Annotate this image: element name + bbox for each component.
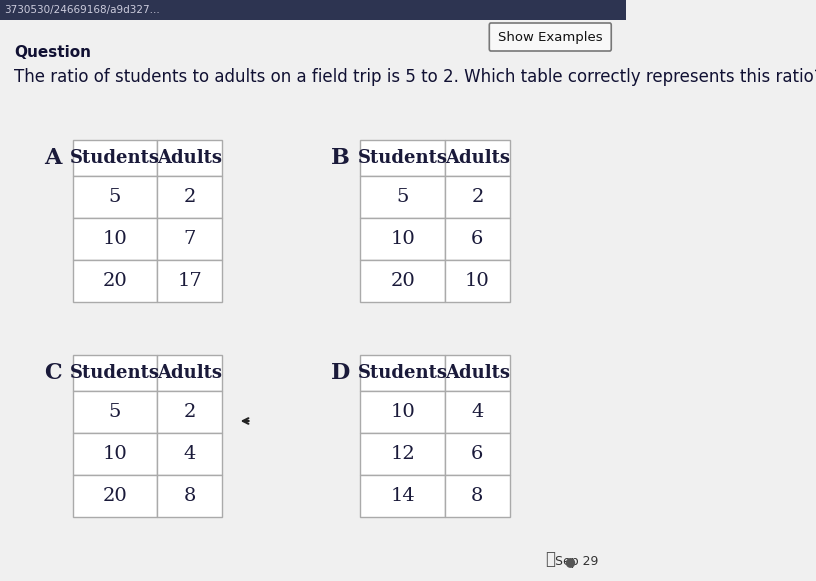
Text: 10: 10 <box>103 445 127 463</box>
Text: Question: Question <box>14 45 91 60</box>
Text: ⧄: ⧄ <box>546 550 556 568</box>
Bar <box>73 391 157 433</box>
Text: 7: 7 <box>184 230 196 248</box>
Text: 14: 14 <box>390 487 415 505</box>
Bar <box>445 355 510 391</box>
Text: A: A <box>44 147 61 169</box>
Text: 20: 20 <box>390 272 415 290</box>
Text: C: C <box>44 362 61 384</box>
Text: 5: 5 <box>109 188 122 206</box>
Text: B: B <box>331 147 350 169</box>
Text: Students: Students <box>70 364 160 382</box>
Text: 4: 4 <box>471 403 484 421</box>
Bar <box>73 140 157 176</box>
Bar <box>361 140 445 176</box>
Bar <box>445 260 510 302</box>
Text: Adults: Adults <box>445 149 510 167</box>
Bar <box>73 218 157 260</box>
Text: 6: 6 <box>471 230 484 248</box>
Text: 20: 20 <box>103 272 127 290</box>
Text: 8: 8 <box>471 487 484 505</box>
Text: 4: 4 <box>184 445 196 463</box>
Text: Students: Students <box>357 149 448 167</box>
Bar <box>73 176 157 218</box>
Bar <box>361 260 445 302</box>
Bar <box>157 218 223 260</box>
Text: 8: 8 <box>184 487 196 505</box>
Bar <box>73 475 157 517</box>
Text: 12: 12 <box>390 445 415 463</box>
Text: 6: 6 <box>471 445 484 463</box>
Text: 10: 10 <box>390 403 415 421</box>
Bar <box>445 176 510 218</box>
Text: 10: 10 <box>465 272 490 290</box>
Bar <box>445 140 510 176</box>
Text: 2: 2 <box>184 403 196 421</box>
Text: 2: 2 <box>471 188 484 206</box>
Text: ●: ● <box>565 555 575 568</box>
Bar <box>361 355 445 391</box>
Text: 5: 5 <box>397 188 409 206</box>
FancyBboxPatch shape <box>490 23 611 51</box>
Text: Adults: Adults <box>157 364 222 382</box>
Text: Students: Students <box>70 149 160 167</box>
Bar <box>157 355 223 391</box>
Bar <box>73 355 157 391</box>
Text: Sep 29: Sep 29 <box>555 555 598 568</box>
Bar <box>361 433 445 475</box>
Text: 20: 20 <box>103 487 127 505</box>
Text: The ratio of students to adults on a field trip is 5 to 2. Which table correctly: The ratio of students to adults on a fie… <box>14 68 816 86</box>
Bar <box>157 391 223 433</box>
Bar <box>157 140 223 176</box>
Text: Students: Students <box>357 364 448 382</box>
Bar <box>361 475 445 517</box>
Bar <box>361 176 445 218</box>
Bar <box>361 218 445 260</box>
Text: Adults: Adults <box>157 149 222 167</box>
Bar <box>157 260 223 302</box>
Bar <box>157 475 223 517</box>
Bar <box>157 176 223 218</box>
Text: Adults: Adults <box>445 364 510 382</box>
Bar <box>445 218 510 260</box>
Bar <box>73 433 157 475</box>
Bar <box>445 391 510 433</box>
Text: 3730530/24669168/a9d327...: 3730530/24669168/a9d327... <box>4 5 160 15</box>
Bar <box>445 475 510 517</box>
Text: 10: 10 <box>103 230 127 248</box>
Text: D: D <box>331 362 351 384</box>
Bar <box>157 433 223 475</box>
Text: Show Examples: Show Examples <box>498 30 602 44</box>
Bar <box>73 260 157 302</box>
Bar <box>445 433 510 475</box>
Bar <box>361 391 445 433</box>
Text: 2: 2 <box>184 188 196 206</box>
Text: 5: 5 <box>109 403 122 421</box>
Text: 10: 10 <box>390 230 415 248</box>
Text: 17: 17 <box>177 272 202 290</box>
Bar <box>0 0 626 20</box>
